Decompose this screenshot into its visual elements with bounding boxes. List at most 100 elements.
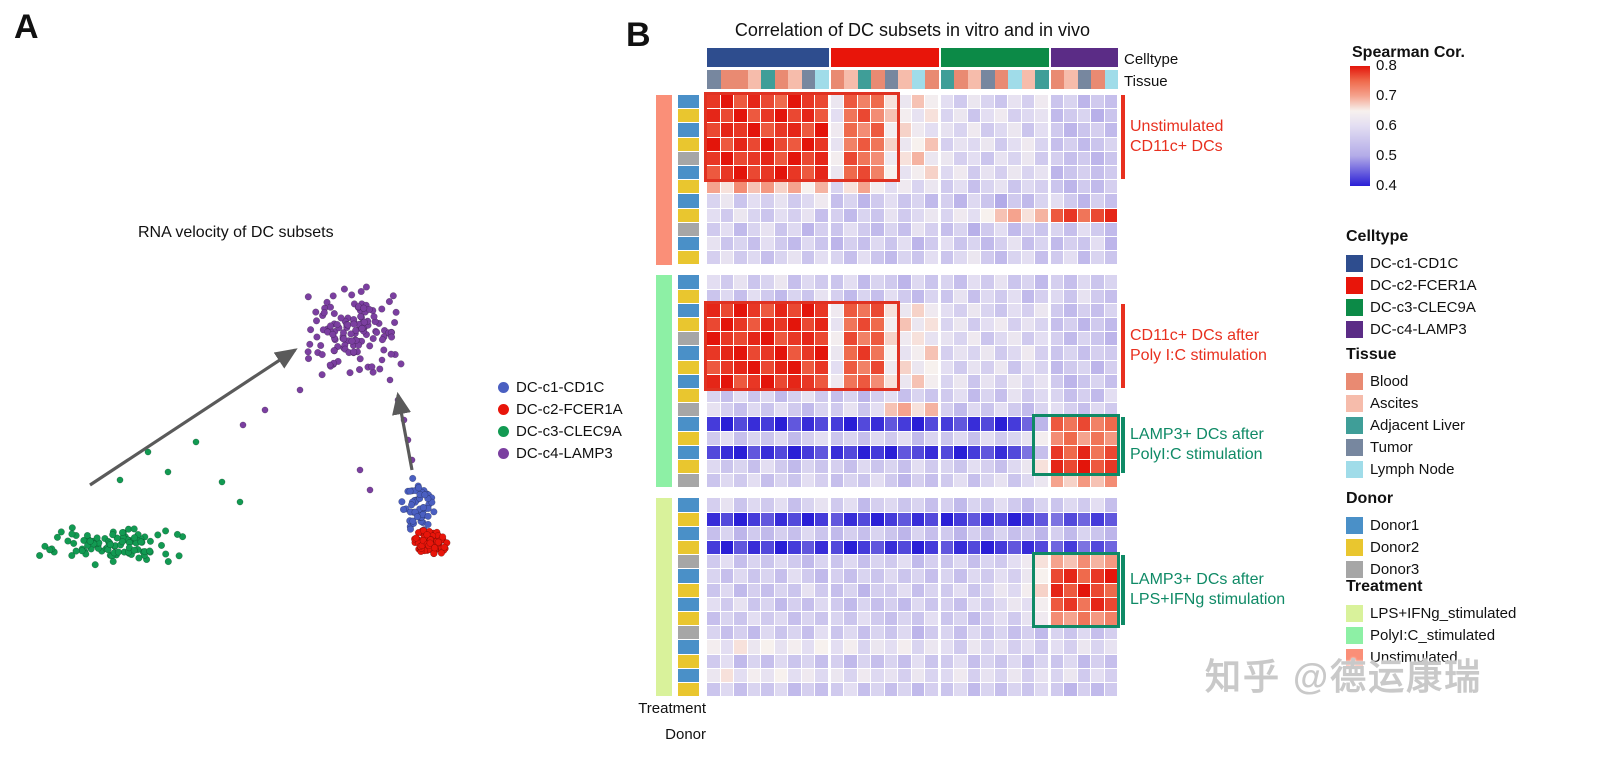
scatter-point	[312, 317, 321, 325]
heatmap-cell	[871, 474, 884, 488]
annotation-label-line: Unstimulated	[1130, 118, 1224, 136]
heatmap-cell	[1064, 95, 1077, 109]
heatmap-cell	[1050, 166, 1064, 180]
heatmap-cell	[1077, 151, 1091, 166]
heatmap-cell	[761, 498, 774, 512]
heatmap-cell	[925, 526, 938, 541]
heatmap-cell	[911, 541, 925, 555]
heatmap-cell	[1021, 640, 1035, 654]
heatmap-cell	[747, 583, 761, 597]
scatter-point	[385, 298, 393, 306]
heatmap-cell	[954, 460, 967, 474]
heatmap-cell	[1091, 251, 1104, 265]
heatmap-cell	[707, 498, 720, 512]
scatter-point	[356, 355, 364, 363]
heatmap-cell	[844, 526, 857, 541]
heatmap-cell	[707, 417, 720, 431]
heatmap-cell	[774, 512, 788, 526]
heatmap-cell	[1035, 194, 1048, 208]
heatmap-cell	[911, 137, 925, 151]
heatmap-cell	[761, 417, 774, 431]
heatmap-cell	[734, 654, 747, 668]
heatmap-cell	[761, 569, 774, 583]
treatment-bar-block	[656, 498, 672, 697]
heatmap-cell	[1008, 251, 1021, 265]
heatmap-cell	[981, 498, 994, 512]
heatmap-cell	[761, 612, 774, 626]
heatmap-cell	[1050, 683, 1064, 697]
heatmap-cell	[954, 640, 967, 654]
heatmap-cell	[801, 541, 815, 555]
heatmap-cell	[734, 431, 747, 445]
heatmap-cell	[967, 180, 981, 194]
annotation-label-line: CD11c+ DCs	[1130, 138, 1223, 156]
heatmap-cell	[1091, 123, 1104, 137]
heatmap-cell	[1064, 123, 1077, 137]
heatmap-cell	[994, 237, 1008, 251]
scatter-point	[439, 533, 447, 541]
heatmap-cell	[911, 612, 925, 626]
donor-legend: Donor1 Donor2 Donor3	[1346, 514, 1419, 580]
heatmap-cell	[844, 683, 857, 697]
donor-bar-cell	[678, 555, 699, 569]
heatmap-cell	[911, 318, 925, 332]
heatmap-cell	[857, 626, 871, 640]
donor-bar-cell	[678, 137, 699, 151]
legend-item: Tumor	[1346, 436, 1465, 458]
heatmap-cell	[774, 222, 788, 237]
heatmap-cell	[1091, 654, 1104, 668]
heatmap-cell	[1035, 668, 1048, 683]
heatmap-cell	[734, 417, 747, 431]
heatmap-cell	[1077, 526, 1091, 541]
heatmap-cell	[940, 498, 954, 512]
legend-item: PolyI:C_stimulated	[1346, 624, 1516, 646]
heatmap-cell	[844, 417, 857, 431]
heatmap-cell	[734, 597, 747, 612]
scatter-point	[329, 330, 337, 338]
legend-swatch	[1346, 416, 1363, 434]
heatmap-cell	[1035, 346, 1048, 360]
heatmap-cell	[1091, 318, 1104, 332]
heatmap-cell	[1008, 597, 1021, 612]
heatmap-cell	[815, 640, 828, 654]
donor-bar-cell	[678, 289, 699, 303]
heatmap-cell	[1035, 526, 1048, 541]
heatmap-cell	[774, 654, 788, 668]
heatmap-cell	[925, 541, 938, 555]
heatmap-cell	[981, 654, 994, 668]
heatmap-cell	[1077, 237, 1091, 251]
donor-bar-cell	[678, 569, 699, 583]
heatmap-cell	[1021, 137, 1035, 151]
heatmap-cell	[911, 194, 925, 208]
donor-bar-cell	[678, 346, 699, 360]
donor-bar-cell	[678, 526, 699, 541]
heatmap-cell	[1104, 194, 1118, 208]
heatmap-cell	[761, 668, 774, 683]
heatmap-cell	[1091, 109, 1104, 123]
heatmap-cell	[1035, 151, 1048, 166]
heatmap-cell	[844, 612, 857, 626]
scatter-point	[398, 498, 406, 506]
heatmap-cell	[1008, 498, 1021, 512]
heatmap-cell	[1064, 151, 1077, 166]
heatmap-cell	[747, 683, 761, 697]
heatmap-cell	[981, 332, 994, 346]
heatmap-cell	[898, 512, 911, 526]
heatmap-cell	[940, 626, 954, 640]
heatmap-cell	[707, 683, 720, 697]
heatmap-cell	[734, 626, 747, 640]
heatmap-cell	[1077, 208, 1091, 222]
heatmap-cell	[871, 654, 884, 668]
heatmap-cell	[967, 137, 981, 151]
scatter-point	[36, 551, 44, 560]
panel-a-label: A	[14, 8, 39, 46]
heatmap-cell	[994, 683, 1008, 697]
heatmap-cell	[925, 194, 938, 208]
scatter-point	[312, 308, 320, 316]
tissue-bar-cell	[761, 70, 775, 89]
heatmap-cell	[1008, 541, 1021, 555]
heatmap-cell	[1008, 626, 1021, 640]
tissue-bar-cell	[1008, 70, 1022, 89]
heatmap-cell	[981, 474, 994, 488]
heatmap-cell	[967, 626, 981, 640]
